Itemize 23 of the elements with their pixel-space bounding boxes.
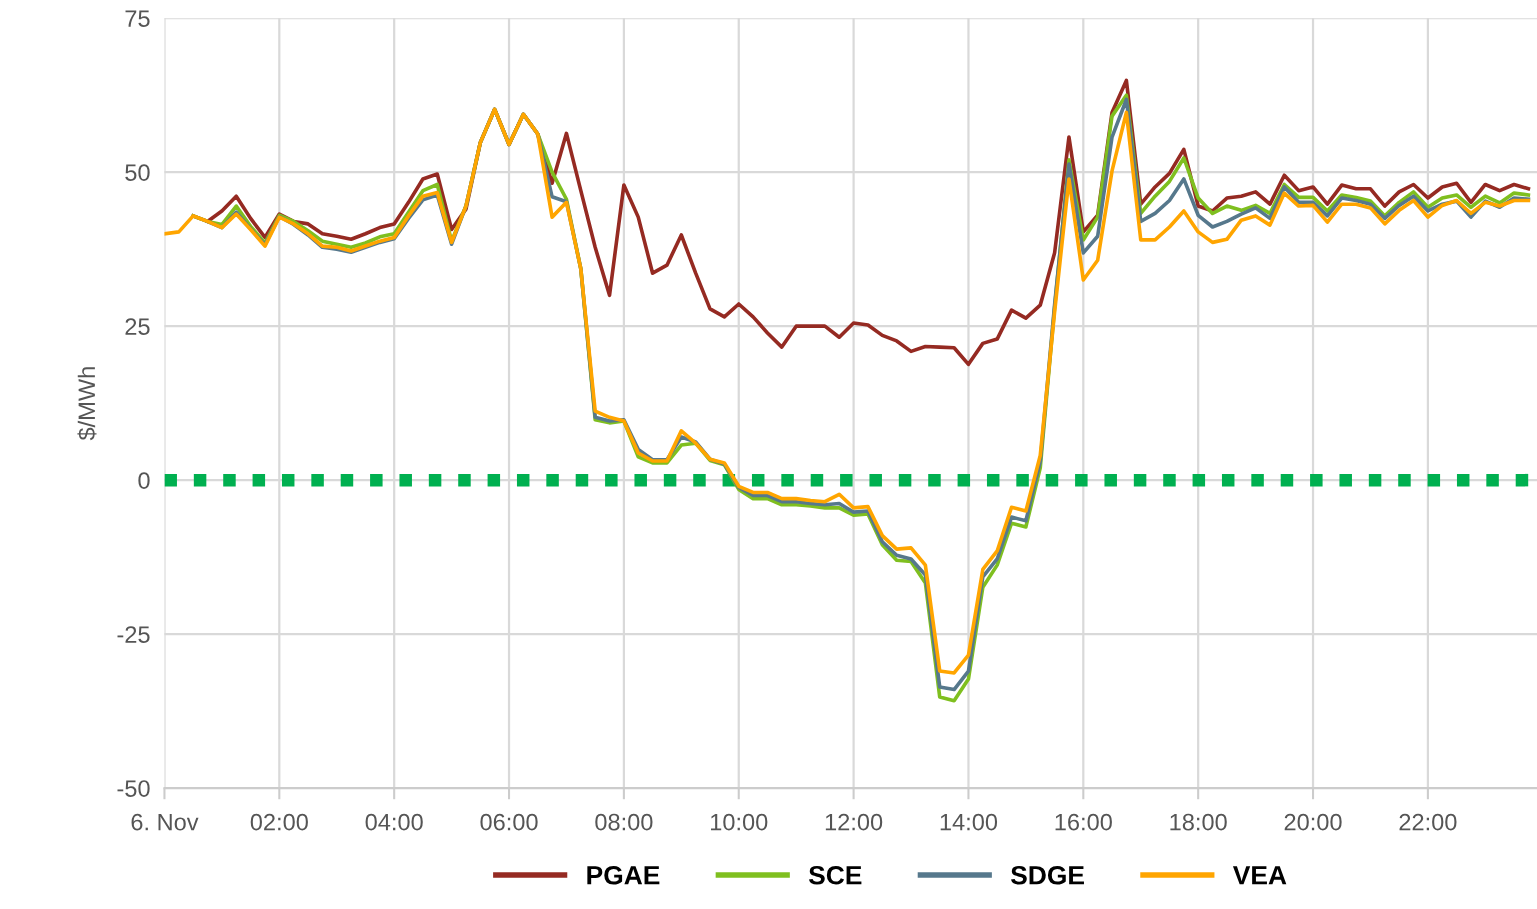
x-tick-label: 22:00	[1399, 813, 1457, 831]
y-tick-label: -50	[117, 780, 150, 797]
legend-label: VEA	[1232, 866, 1287, 885]
x-tick-label: 02:00	[250, 813, 308, 831]
y-tick-label: 50	[125, 164, 150, 181]
legend-label: PGAE	[587, 865, 660, 885]
legend-label: SCE	[808, 865, 862, 885]
y-tick-label: 25	[125, 318, 150, 335]
x-tick-label: 12:00	[825, 813, 883, 831]
x-tick-label: 16:00	[1055, 813, 1112, 831]
x-tick-label: 18:00	[1170, 813, 1227, 831]
y-tick-label: -25	[117, 626, 150, 643]
x-tick-label: 6. Nov	[131, 813, 199, 831]
y-axis-title: $/MWh	[77, 367, 97, 441]
x-tick-label: 20:00	[1284, 813, 1342, 831]
x-tick-label: 04:00	[365, 813, 423, 831]
y-tick-label: 0	[138, 472, 150, 489]
legend-label: SDGE	[1010, 865, 1084, 885]
x-tick-label: 08:00	[595, 813, 653, 831]
x-tick-label: 14:00	[940, 813, 998, 831]
x-tick-label: 06:00	[480, 813, 538, 831]
x-tick-label: 10:00	[711, 813, 768, 831]
y-tick-label: 75	[125, 10, 150, 27]
